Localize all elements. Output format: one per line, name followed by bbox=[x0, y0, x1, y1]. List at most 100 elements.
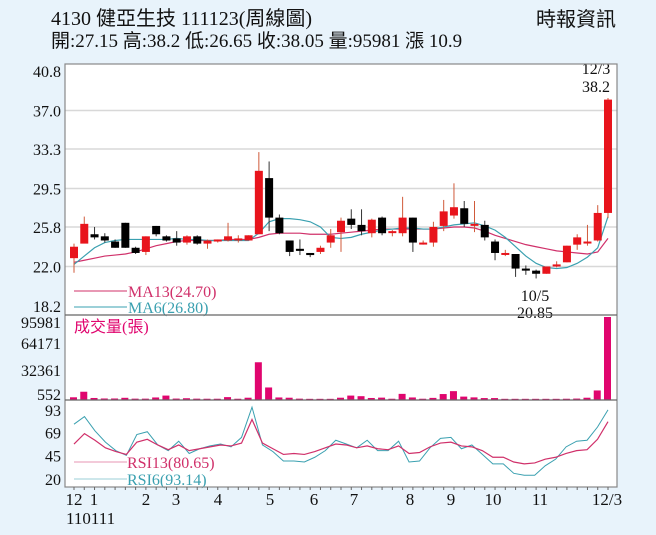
candle-body bbox=[429, 226, 438, 243]
candle-body bbox=[121, 222, 130, 248]
volume-bar bbox=[172, 398, 180, 401]
x-axis-tick: 3 bbox=[172, 490, 181, 509]
volume-axis-tick: 552 bbox=[37, 387, 61, 404]
candle-body bbox=[491, 241, 500, 253]
x-axis-year-label: 110111 bbox=[66, 509, 115, 528]
candle-body bbox=[542, 266, 551, 274]
volume-axis-tick: 95981 bbox=[21, 315, 61, 332]
volume-bar bbox=[275, 397, 283, 400]
volume-bar bbox=[265, 387, 273, 400]
volume-bar bbox=[254, 362, 262, 400]
price-axis-tick: 37.0 bbox=[33, 104, 61, 121]
x-axis-tick: 5 bbox=[266, 490, 275, 509]
candle-body bbox=[357, 224, 366, 232]
candle-body bbox=[265, 178, 274, 218]
candle-body bbox=[152, 225, 161, 235]
x-axis-tick: 1 bbox=[90, 490, 99, 509]
candle-body bbox=[100, 236, 109, 241]
candle-body bbox=[367, 219, 376, 234]
volume-bar bbox=[70, 397, 77, 400]
volume-bar bbox=[480, 398, 488, 400]
candle-body bbox=[90, 234, 99, 238]
candle-body bbox=[470, 223, 479, 226]
candle-body bbox=[604, 99, 612, 213]
low-value-label: 20.85 bbox=[517, 305, 553, 322]
volume-bar bbox=[337, 397, 344, 400]
x-axis-tick: 10 bbox=[485, 490, 502, 509]
source-label: 時報資訊 bbox=[536, 9, 616, 31]
volume-bar bbox=[90, 397, 98, 400]
candle-body bbox=[593, 212, 602, 241]
candle-body bbox=[501, 252, 510, 255]
candle-body bbox=[388, 231, 397, 234]
candle-body bbox=[337, 220, 345, 233]
rsi13-line bbox=[73, 417, 609, 465]
price-axis-tick: 29.5 bbox=[33, 182, 61, 199]
price-axis-tick: 40.8 bbox=[33, 64, 61, 81]
candle-body bbox=[439, 211, 448, 226]
candle-body bbox=[511, 254, 520, 269]
volume-bar bbox=[347, 395, 355, 400]
rsi-axis-tick: 69 bbox=[45, 426, 61, 443]
candle-body bbox=[419, 242, 428, 245]
rsi6-legend: RSI6(93.14) bbox=[127, 472, 207, 489]
volume-bar bbox=[162, 395, 170, 400]
candle-body bbox=[552, 264, 561, 267]
volume-bar bbox=[573, 398, 581, 401]
price-axis-tick: 18.2 bbox=[33, 299, 61, 316]
candle-body bbox=[244, 235, 253, 241]
candle-body bbox=[408, 217, 417, 243]
candle-body bbox=[347, 218, 356, 225]
volume-axis-tick: 64171 bbox=[21, 336, 61, 353]
x-axis-tick: 6 bbox=[310, 490, 319, 509]
candle-body bbox=[111, 241, 120, 248]
ohlc-summary: 開:27.15 高:38.2 低:26.65 收:38.05 量:95981 漲… bbox=[51, 31, 463, 52]
x-axis-tick: 9 bbox=[447, 490, 456, 509]
candle-body bbox=[449, 207, 458, 216]
price-axis-tick: 25.8 bbox=[33, 220, 61, 237]
candle-body bbox=[213, 239, 222, 242]
candle-body bbox=[306, 252, 315, 256]
rsi13-legend: RSI13(80.65) bbox=[127, 455, 215, 472]
volume-axis-tick: 32361 bbox=[21, 363, 61, 380]
candle-body bbox=[521, 268, 530, 271]
volume-bar bbox=[121, 397, 129, 400]
low-date-label: 10/5 bbox=[521, 288, 549, 305]
volume-bar bbox=[449, 391, 457, 400]
volume-bar bbox=[182, 398, 190, 400]
candle-body bbox=[295, 248, 304, 251]
price-axis-tick: 33.3 bbox=[33, 142, 61, 159]
candle-body bbox=[70, 246, 78, 259]
rsi-axis-tick: 45 bbox=[45, 448, 61, 465]
high-date-label: 12/3 bbox=[582, 61, 610, 78]
volume-bar bbox=[244, 397, 252, 400]
x-axis-tick: 11 bbox=[532, 490, 548, 509]
candle-body bbox=[131, 247, 140, 253]
candle-body bbox=[562, 245, 571, 263]
candle-body bbox=[583, 241, 592, 244]
volume-bar bbox=[111, 398, 119, 400]
volume-bar bbox=[152, 397, 160, 400]
volume-bar bbox=[224, 397, 232, 400]
volume-bar bbox=[398, 393, 406, 400]
candle-body bbox=[141, 236, 150, 252]
rsi-axis-tick: 93 bbox=[45, 403, 61, 420]
candle-body bbox=[573, 237, 582, 245]
volume-legend: 成交量(張) bbox=[74, 318, 149, 336]
candle-body bbox=[193, 236, 202, 244]
candle-body bbox=[316, 247, 325, 252]
candle-body bbox=[398, 217, 407, 234]
candle-body bbox=[254, 170, 263, 235]
candle-body bbox=[203, 240, 212, 244]
volume-bar bbox=[80, 391, 88, 400]
volume-bar bbox=[285, 397, 293, 400]
volume-bar bbox=[439, 394, 447, 400]
candle-body bbox=[460, 208, 469, 224]
volume-bar bbox=[100, 398, 108, 400]
x-axis-tick: 2 bbox=[142, 490, 151, 509]
volume-bar bbox=[429, 397, 437, 400]
candle-body bbox=[162, 236, 171, 241]
high-value-label: 38.2 bbox=[582, 79, 610, 96]
x-axis-tick: 8 bbox=[406, 490, 415, 509]
